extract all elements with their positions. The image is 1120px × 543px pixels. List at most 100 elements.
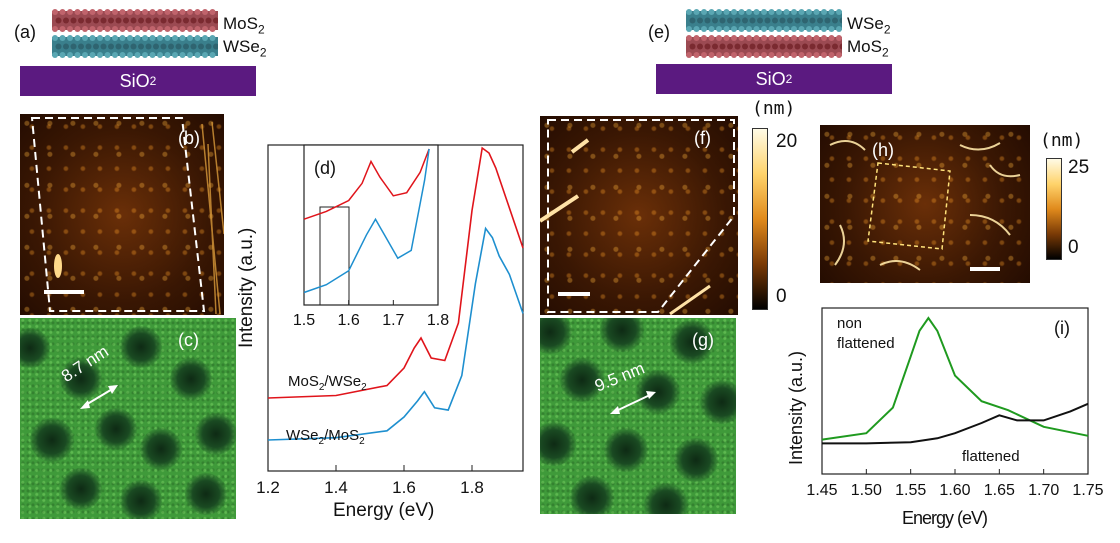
atom-ball bbox=[179, 26, 186, 32]
atom-ball bbox=[779, 17, 786, 24]
chart-d-xlabel: Energy (eV) bbox=[333, 500, 435, 521]
chart-i-xtick-label: 1.70 bbox=[1028, 482, 1059, 499]
atom-ball bbox=[187, 26, 193, 32]
atom-ball bbox=[209, 35, 216, 41]
atom-ball bbox=[52, 26, 58, 32]
atom-ball bbox=[142, 9, 148, 15]
atom-ball bbox=[85, 17, 92, 24]
chart-i-label-green: non flattened bbox=[837, 314, 895, 354]
atom-ball bbox=[824, 43, 831, 50]
atom-ball bbox=[157, 9, 163, 15]
atom-ball bbox=[59, 9, 66, 15]
moire-spot bbox=[674, 438, 718, 482]
stack-e-top-label: WSe2 bbox=[847, 14, 891, 36]
chart-d-series-label-red: MoS2/WSe2 bbox=[288, 373, 367, 393]
atom-ball bbox=[123, 17, 129, 24]
atom-ball bbox=[738, 9, 745, 15]
atom-ball bbox=[187, 9, 193, 15]
atom-ball bbox=[708, 26, 715, 32]
atom-ball bbox=[787, 43, 793, 50]
atom-ball bbox=[832, 17, 838, 24]
atom-ball bbox=[697, 17, 703, 24]
moire-c-arrow bbox=[80, 385, 118, 409]
atom-ball bbox=[839, 17, 842, 24]
atom-ball bbox=[187, 52, 193, 58]
moire-spot bbox=[170, 358, 212, 400]
atom-ball bbox=[738, 35, 745, 41]
colorbar-h-min: 0 bbox=[1068, 237, 1079, 258]
atom-ball bbox=[704, 43, 711, 50]
atom-ball bbox=[52, 35, 58, 41]
moire-spot bbox=[140, 428, 182, 470]
atom-ball bbox=[746, 35, 752, 41]
substrate-e-text: SiO bbox=[755, 68, 786, 89]
panel-label-h: (h) bbox=[872, 140, 894, 160]
atom-ball bbox=[794, 17, 801, 24]
atom-ball bbox=[723, 9, 730, 15]
atom-ball bbox=[175, 43, 182, 50]
atom-ball bbox=[55, 43, 62, 50]
atom-ball bbox=[712, 17, 718, 24]
atom-ball bbox=[172, 35, 178, 41]
chart-d-main-series bbox=[267, 146, 524, 441]
label-blue-sub1: 2 bbox=[318, 436, 325, 447]
atom-ball bbox=[716, 9, 722, 15]
atom-ball bbox=[821, 9, 827, 15]
atom-ball bbox=[693, 26, 700, 32]
atom-ball bbox=[723, 26, 730, 32]
atom-ball bbox=[115, 17, 122, 24]
atom-ball bbox=[145, 43, 152, 50]
atom-ball bbox=[130, 43, 137, 50]
moire-spot bbox=[120, 480, 162, 519]
atom-ball bbox=[59, 26, 66, 32]
atom-ball bbox=[63, 17, 69, 24]
atom-ball bbox=[757, 17, 763, 24]
chart-i-ylabel: Intensity (a.u.) bbox=[786, 350, 806, 465]
panel-label-g: (g) bbox=[692, 330, 714, 350]
chart-i-xtick-label: 1.60 bbox=[939, 482, 970, 499]
atom-ball bbox=[776, 9, 782, 15]
atom-ball bbox=[716, 26, 722, 32]
atom-ball bbox=[723, 52, 730, 58]
atom-ball bbox=[686, 9, 692, 15]
atom-ball bbox=[70, 17, 77, 24]
afm-image-b bbox=[20, 114, 224, 315]
atom-ball bbox=[134, 26, 141, 32]
atom-ball bbox=[719, 43, 726, 50]
atom-ball bbox=[202, 26, 208, 32]
atom-ball bbox=[70, 43, 77, 50]
atom-ball bbox=[168, 17, 174, 24]
atom-ball bbox=[806, 52, 812, 58]
atom-ball bbox=[727, 43, 733, 50]
atom-ball bbox=[686, 52, 692, 58]
atom-ball bbox=[172, 26, 178, 32]
chart-d-ylabel: Intensity (a.u.) bbox=[236, 227, 257, 348]
atom-ball bbox=[708, 9, 715, 15]
atom-ball bbox=[836, 9, 842, 15]
stack-e-top-sub: 2 bbox=[883, 22, 891, 37]
atom-ball bbox=[134, 35, 141, 41]
atom-ball bbox=[67, 52, 73, 58]
atom-ball bbox=[708, 35, 715, 41]
atom-ball bbox=[836, 26, 842, 32]
atom-ball bbox=[749, 17, 756, 24]
atom-ball bbox=[209, 52, 216, 58]
atom-ball bbox=[157, 35, 163, 41]
atom-ball bbox=[731, 9, 737, 15]
afm-h-overlay bbox=[829, 140, 1021, 271]
chart-i-series-black bbox=[822, 402, 1089, 445]
label-blue-mid: /MoS bbox=[324, 427, 360, 444]
atom-ball bbox=[153, 43, 159, 50]
atom-ball bbox=[89, 52, 96, 58]
chart-d-inset-series bbox=[303, 148, 430, 294]
atom-ball bbox=[761, 35, 767, 41]
panel-label-c: (c) bbox=[178, 330, 199, 350]
atom-ball bbox=[142, 35, 148, 41]
atom-ball bbox=[697, 43, 703, 50]
atom-ball bbox=[768, 26, 775, 32]
atom-ball bbox=[134, 9, 141, 15]
atom-ball bbox=[164, 26, 171, 32]
atom-ball bbox=[179, 35, 186, 41]
label-blue-sub2: 2 bbox=[359, 436, 365, 447]
atom-ball bbox=[772, 17, 778, 24]
